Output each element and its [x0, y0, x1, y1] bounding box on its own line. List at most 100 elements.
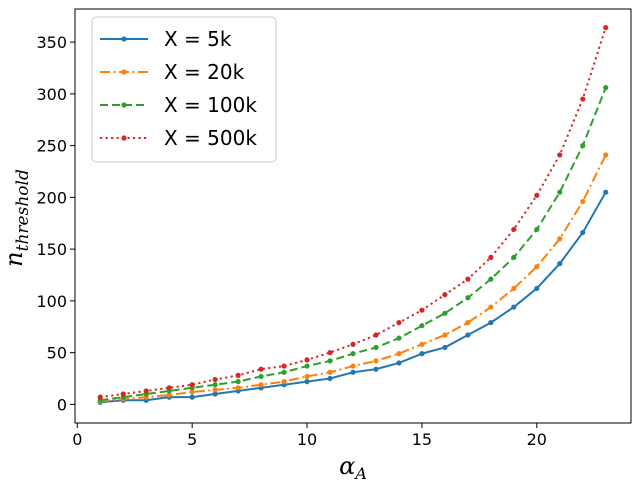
data-point	[327, 358, 333, 364]
x-axis-label-main: α	[339, 452, 355, 480]
data-point	[304, 363, 310, 369]
data-point	[350, 363, 356, 369]
data-point	[557, 261, 563, 267]
data-point	[189, 389, 195, 395]
data-point	[580, 96, 586, 102]
data-point	[166, 385, 172, 391]
data-point	[603, 25, 609, 31]
legend-marker-2	[121, 102, 127, 108]
legend-label-1: X = 20k	[164, 60, 245, 84]
data-point	[465, 320, 471, 326]
data-point	[511, 304, 517, 310]
legend-label-0: X = 5k	[164, 27, 232, 51]
data-point	[580, 143, 586, 149]
data-point	[580, 198, 586, 205]
data-point	[189, 382, 195, 388]
x-axis-label: αA	[339, 452, 367, 480]
data-point	[557, 236, 563, 242]
data-point	[350, 369, 356, 375]
data-point	[488, 276, 494, 282]
data-point	[97, 394, 103, 400]
legend: X = 5k X = 20k X = 100k X = 500k	[91, 16, 277, 163]
data-point	[465, 332, 471, 338]
y-tick-label: 250	[36, 137, 67, 156]
data-point	[235, 385, 241, 391]
x-tick-label: 15	[412, 430, 432, 449]
data-point	[327, 350, 333, 356]
data-point	[488, 254, 494, 260]
y-tick-label: 100	[36, 292, 67, 311]
data-point	[327, 369, 333, 375]
plot-frame	[74, 8, 632, 424]
data-point	[212, 382, 218, 388]
data-point	[120, 391, 126, 397]
data-point	[327, 375, 333, 382]
data-point	[235, 372, 241, 378]
data-point	[373, 344, 379, 351]
data-point	[442, 292, 448, 298]
data-point	[304, 357, 310, 363]
data-point	[442, 344, 448, 351]
data-point	[419, 307, 425, 313]
legend-label-2: X = 100k	[164, 93, 257, 117]
data-point	[419, 351, 425, 357]
data-point	[235, 379, 241, 385]
data-point	[373, 358, 379, 364]
y-tick-label: 350	[36, 33, 67, 52]
data-point	[258, 382, 264, 388]
data-point	[557, 189, 563, 195]
legend-label-3: X = 500k	[164, 126, 257, 150]
data-point	[189, 394, 195, 400]
data-point	[534, 285, 540, 292]
data-point	[534, 226, 540, 233]
data-point	[396, 351, 402, 357]
data-point	[350, 341, 356, 347]
data-point	[281, 369, 287, 375]
x-tick-label: 0	[72, 430, 82, 449]
y-tick-label: 300	[36, 85, 67, 104]
y-tick-label: 200	[36, 188, 67, 207]
y-tick-label: 0	[57, 395, 67, 414]
data-point	[465, 276, 471, 282]
y-tick-label: 150	[36, 240, 67, 259]
data-point	[281, 363, 287, 369]
data-point	[304, 379, 310, 385]
data-point	[534, 264, 540, 270]
x-tick-label: 5	[187, 430, 197, 449]
data-point	[488, 320, 494, 326]
data-point	[212, 387, 218, 393]
data-point	[603, 152, 609, 158]
data-point	[534, 192, 540, 198]
y-tick-label: 50	[47, 344, 67, 363]
data-point	[143, 388, 149, 394]
data-point	[580, 229, 586, 236]
data-point	[212, 391, 218, 397]
data-point	[258, 373, 264, 380]
data-point	[442, 332, 448, 338]
data-point	[419, 341, 425, 347]
data-point	[258, 366, 264, 372]
y-axis-label: nthreshold	[0, 169, 33, 267]
data-point	[511, 226, 517, 233]
data-point	[511, 285, 517, 292]
data-point	[212, 376, 218, 383]
y-axis-label-main: n	[0, 251, 28, 266]
x-axis-label-sub: A	[353, 464, 367, 480]
data-point	[281, 379, 287, 385]
data-point	[465, 295, 471, 301]
data-point	[396, 335, 402, 341]
data-point	[442, 310, 448, 316]
data-point	[166, 392, 172, 398]
data-point	[488, 304, 494, 310]
data-point	[557, 152, 563, 158]
data-point	[419, 323, 425, 329]
data-point	[350, 351, 356, 357]
data-point	[373, 366, 379, 372]
x-tick-label: 20	[527, 430, 547, 449]
legend-marker-1	[121, 69, 127, 75]
plot-area	[97, 25, 609, 405]
data-point	[373, 332, 379, 338]
data-point	[511, 254, 517, 260]
data-point	[603, 189, 609, 195]
